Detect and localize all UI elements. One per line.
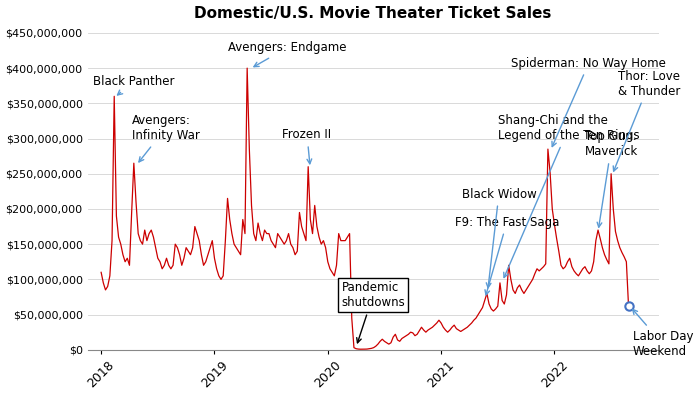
Text: Thor: Love
& Thunder: Thor: Love & Thunder [613,70,680,171]
Text: Avengers:
Infinity War: Avengers: Infinity War [132,114,199,162]
Text: Black Widow: Black Widow [461,187,536,288]
Text: Shang-Chi and the
Legend of the Ten Rings: Shang-Chi and the Legend of the Ten Ring… [498,114,639,278]
Text: Labor Day
Weekend: Labor Day Weekend [633,309,693,358]
Text: Black Panther: Black Panther [93,75,175,95]
Text: Top Gun:
Maverick: Top Gun: Maverick [585,130,638,227]
Text: F9: The Fast Saga: F9: The Fast Saga [455,216,559,295]
Title: Domestic/U.S. Movie Theater Ticket Sales: Domestic/U.S. Movie Theater Ticket Sales [195,6,552,21]
Text: Spiderman: No Way Home: Spiderman: No Way Home [512,57,666,147]
Text: Frozen II: Frozen II [283,128,332,164]
Text: Avengers: Endgame: Avengers: Endgame [228,41,346,67]
Text: Pandemic
shutdowns: Pandemic shutdowns [342,281,405,343]
